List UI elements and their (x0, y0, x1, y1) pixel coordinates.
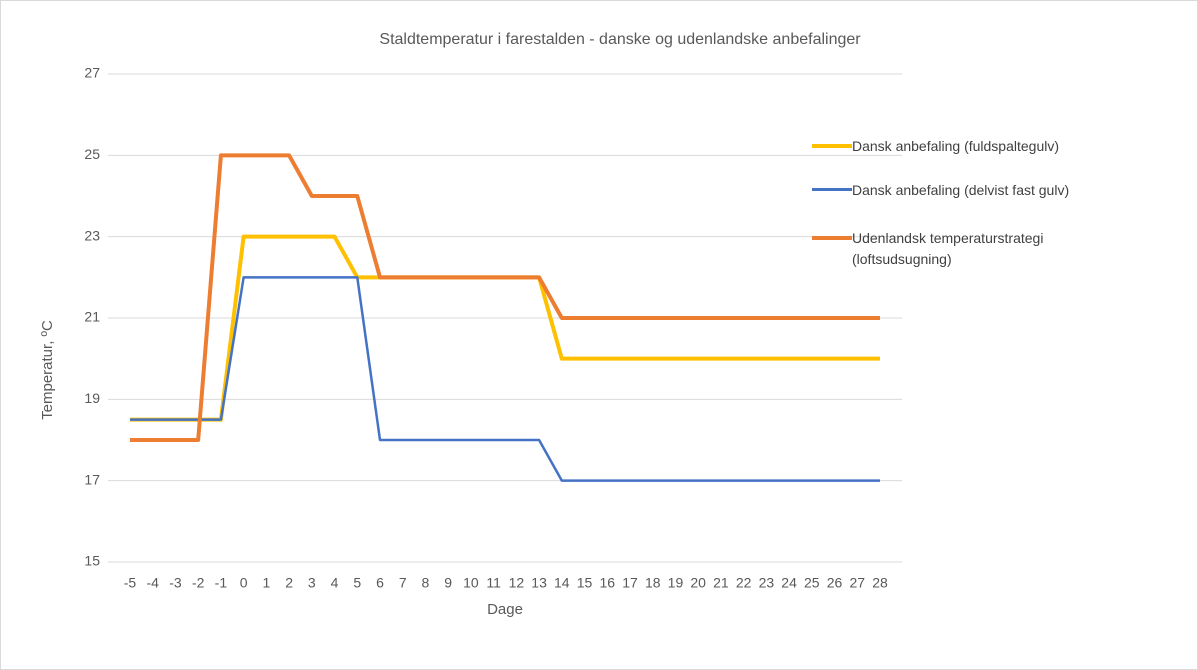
y-tick-label: 23 (84, 227, 100, 243)
legend-item: Dansk anbefaling (fuldspaltegulv) (812, 136, 1112, 157)
legend-label: Dansk anbefaling (delvist fast gulv) (852, 182, 1070, 198)
x-tick-label: 17 (622, 575, 638, 591)
legend-label: Udenlandsk temperaturstrategi (loftsudsu… (852, 230, 1044, 267)
x-tick-label: 5 (353, 575, 361, 591)
x-tick-label: 19 (668, 575, 684, 591)
x-tick-label: 13 (531, 575, 547, 591)
x-tick-label: 28 (872, 575, 888, 591)
y-tick-label: 21 (84, 309, 100, 325)
x-tick-label: -5 (124, 575, 137, 591)
x-tick-label: 7 (399, 575, 407, 591)
x-tick-label: 8 (422, 575, 430, 591)
x-tick-label: 22 (736, 575, 752, 591)
legend-item: Udenlandsk temperaturstrategi (loftsudsu… (812, 228, 1112, 270)
x-tick-label: 6 (376, 575, 384, 591)
y-tick-label: 25 (84, 146, 100, 162)
x-tick-label: -1 (215, 575, 228, 591)
x-tick-label: 20 (690, 575, 706, 591)
x-tick-label: 14 (554, 575, 570, 591)
x-tick-label: 18 (645, 575, 661, 591)
x-tick-label: 23 (759, 575, 775, 591)
legend-label: Dansk anbefaling (fuldspaltegulv) (852, 138, 1060, 154)
x-tick-label: 4 (331, 575, 339, 591)
x-tick-label: -2 (192, 575, 205, 591)
legend-item: Dansk anbefaling (delvist fast gulv) (812, 180, 1112, 201)
y-axis-label: Temperatur, ºC (39, 320, 56, 420)
x-tick-label: 27 (849, 575, 865, 591)
x-tick-label: 9 (444, 575, 452, 591)
y-tick-label: 17 (84, 471, 100, 487)
x-tick-label: 16 (599, 575, 615, 591)
x-tick-label: -3 (169, 575, 182, 591)
chart-title: Staldtemperatur i farestalden - danske o… (379, 31, 861, 48)
x-tick-label: 10 (463, 575, 479, 591)
x-tick-label: 15 (577, 575, 593, 591)
x-tick-label: 12 (509, 575, 525, 591)
legend-swatch (812, 144, 852, 148)
x-tick-label: 2 (285, 575, 293, 591)
y-tick-label: 27 (84, 65, 100, 81)
legend-swatch (812, 236, 852, 240)
x-tick-label: 0 (240, 575, 248, 591)
x-tick-label: 11 (486, 575, 501, 591)
y-tick-label: 15 (84, 553, 100, 569)
data-line (130, 153, 880, 442)
x-tick-label: 3 (308, 575, 316, 591)
x-axis-label: Dage (487, 601, 523, 618)
x-tick-label: 21 (713, 575, 729, 591)
y-tick-label: 19 (84, 390, 100, 406)
x-tick-label: 26 (827, 575, 843, 591)
legend-swatch (812, 188, 852, 191)
x-tick-label: 1 (262, 575, 270, 591)
x-tick-label: 24 (781, 575, 797, 591)
data-line (130, 276, 880, 482)
x-tick-label: -4 (147, 575, 160, 591)
x-tick-label: 25 (804, 575, 820, 591)
